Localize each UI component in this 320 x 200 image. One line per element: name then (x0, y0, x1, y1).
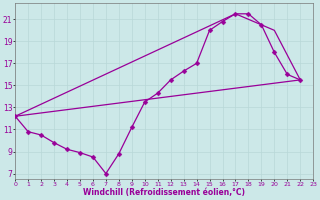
X-axis label: Windchill (Refroidissement éolien,°C): Windchill (Refroidissement éolien,°C) (83, 188, 245, 197)
